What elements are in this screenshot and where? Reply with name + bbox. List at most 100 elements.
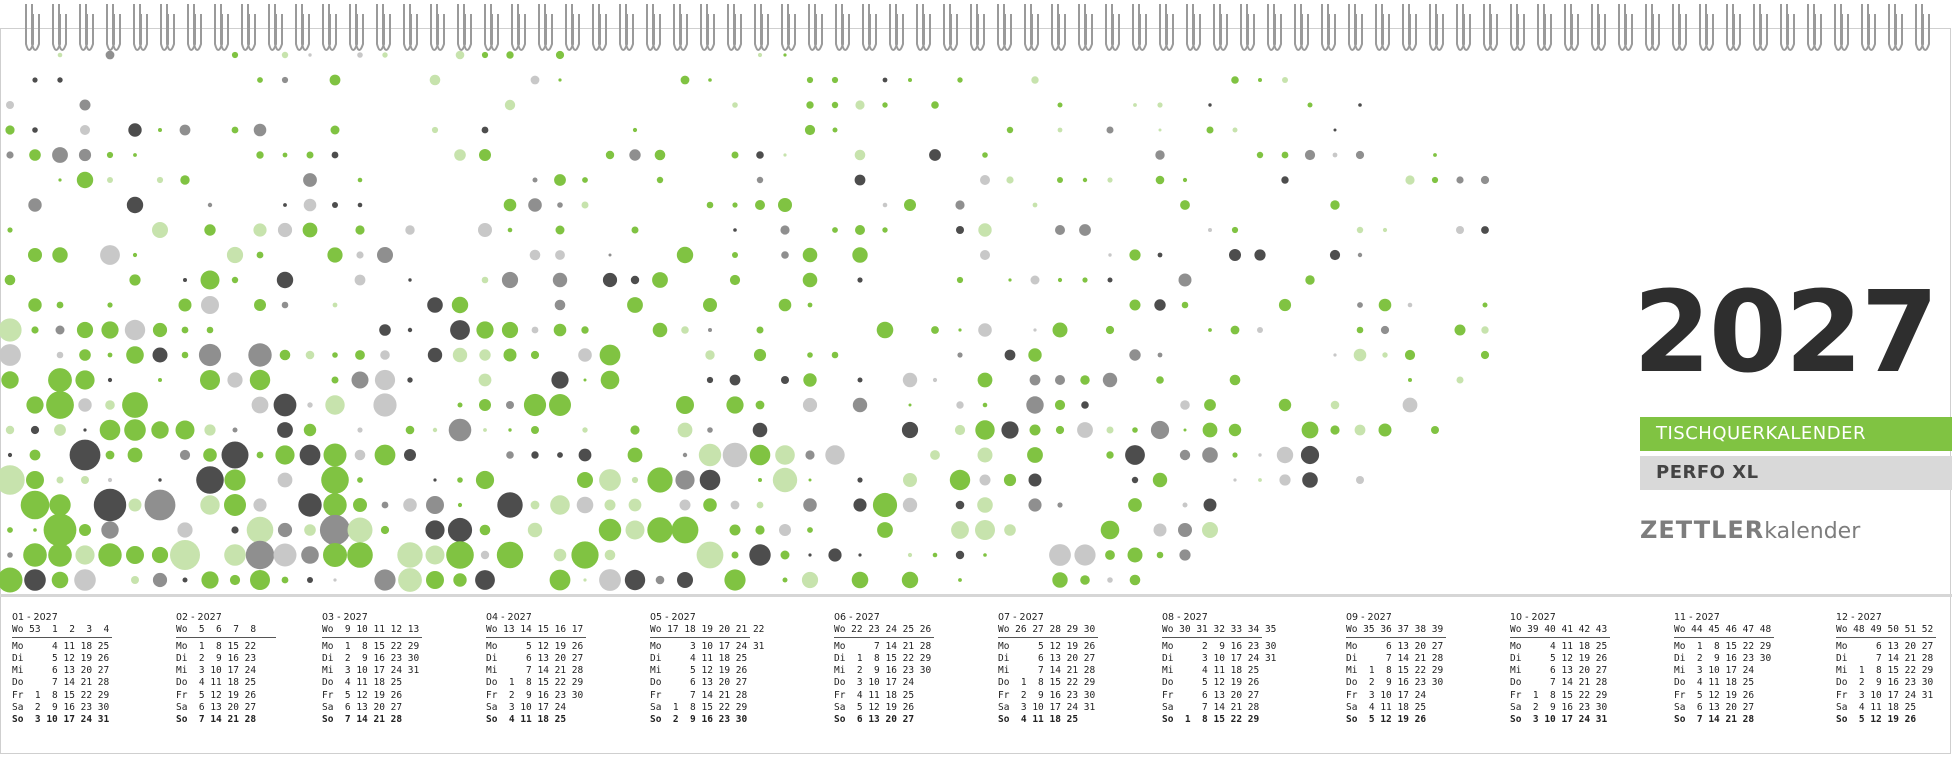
decorative-dot [231, 526, 239, 534]
decorative-dot [1202, 522, 1218, 538]
decorative-dot [730, 500, 740, 510]
decorative-dot [1178, 523, 1192, 537]
decorative-dot [583, 378, 587, 382]
decorative-dot [245, 540, 275, 570]
binding-ring [25, 4, 40, 51]
binding-ring [1240, 4, 1255, 51]
decorative-dot [93, 488, 127, 522]
decorative-dot [1133, 103, 1137, 107]
decorative-dot [158, 378, 162, 382]
decorative-dot [277, 522, 293, 538]
binding-ring [457, 4, 472, 51]
decorative-dot [129, 274, 141, 286]
decorative-dot [5, 125, 15, 135]
decorative-dot [357, 477, 363, 483]
decorative-dot [332, 302, 338, 308]
decorative-dot [1258, 453, 1262, 457]
decorative-dot [1231, 226, 1239, 234]
decorative-dot [527, 522, 543, 538]
decorative-dot [308, 53, 312, 57]
weekday-row: Mi 3 10 17 24 31 [322, 665, 420, 677]
weekday-row: Mo 2 9 16 23 30 [1162, 640, 1277, 652]
decorative-dot [353, 498, 367, 512]
decorative-dot [982, 402, 988, 408]
decorative-dot [956, 276, 964, 284]
brand-logo-bold: ZETTLER [1640, 516, 1765, 544]
decorative-dot [531, 426, 539, 434]
decorative-dot [980, 250, 990, 260]
weekday-row: Sa 4 11 18 25 [1836, 702, 1917, 714]
month-title: 01 - 2027 [12, 612, 58, 623]
decorative-dot [675, 470, 695, 490]
decorative-dot [347, 517, 373, 543]
decorative-dot [351, 371, 369, 389]
decorative-dot [433, 478, 437, 482]
decorative-dot [248, 343, 272, 367]
decorative-dot [1307, 102, 1313, 108]
weekday-row: Do 4 11 18 25 [322, 677, 403, 689]
decorative-dot [221, 441, 249, 469]
decorative-dot [122, 392, 148, 418]
weekday-row: Mi 7 14 21 28 [486, 665, 584, 677]
decorative-dot [552, 272, 568, 288]
decorative-dot [583, 578, 587, 582]
decorative-dot [333, 578, 337, 582]
decorative-dot [253, 223, 267, 237]
decorative-dot [1433, 153, 1437, 157]
decorative-dot [301, 546, 319, 564]
decorative-dot [98, 543, 122, 567]
decorative-dot [377, 247, 393, 263]
decorative-dot [331, 151, 339, 159]
weekday-row: Mo 6 13 20 27 [1346, 640, 1444, 652]
decorative-dot [598, 518, 622, 542]
decorative-dot [408, 278, 412, 282]
decorative-dot [299, 444, 321, 466]
weekday-row: Do 7 14 21 28 [12, 677, 110, 689]
decorative-dot [696, 541, 724, 569]
binding-ring [1888, 4, 1903, 51]
decorative-dot [951, 521, 969, 539]
decorative-dot [907, 552, 913, 558]
decorative-dot [872, 492, 898, 518]
decorative-dot [958, 578, 962, 582]
decorative-dot [83, 428, 87, 432]
weekday-row: Sa 2 9 16 23 30 [1510, 702, 1608, 714]
decorative-dot [131, 576, 139, 584]
decorative-dot [978, 323, 992, 337]
decorative-dot [81, 476, 89, 484]
decorative-dot [1102, 372, 1118, 388]
binding-ring [1051, 4, 1066, 51]
decorative-dot [755, 400, 765, 410]
decorative-dot [56, 301, 64, 309]
weekday-row: Fr 5 12 19 26 [322, 689, 403, 701]
week-number-row: Wo 17 18 19 20 21 22 [650, 624, 764, 638]
binding-ring [727, 4, 742, 51]
decorative-dot [978, 223, 992, 237]
decorative-dot [48, 368, 72, 392]
binding-ring [673, 4, 688, 51]
decorative-dot [177, 522, 193, 538]
decorative-dot [224, 494, 246, 516]
decorative-dot [599, 469, 621, 491]
decorative-dot [957, 352, 963, 358]
decorative-dot [729, 274, 741, 286]
weekday-row: Mo 1 8 15 22 [176, 640, 257, 652]
decorative-dot [1032, 202, 1038, 208]
decorative-dot [457, 502, 463, 508]
decorative-dot [932, 552, 938, 558]
decorative-dot [1155, 150, 1165, 160]
decorative-dot [600, 370, 620, 390]
decorative-dot [550, 495, 570, 515]
decorative-dot [1304, 149, 1316, 161]
decorative-dot [374, 569, 396, 591]
brand-logo: ZETTLERkalender [1640, 515, 1860, 547]
decorative-dot [1029, 424, 1041, 436]
decorative-dot [307, 402, 313, 408]
weekday-row: Sa 3 10 17 24 [486, 702, 567, 714]
decorative-dot [355, 225, 365, 235]
binding-ring [970, 4, 985, 51]
decorative-dot [932, 377, 938, 383]
decorative-dot [106, 151, 114, 159]
decorative-dot [1202, 447, 1218, 463]
month-block: 02 - 2027 Wo 5 6 7 8 Mo 1 8 15 22 Di 2 9 16… [176, 612, 346, 727]
